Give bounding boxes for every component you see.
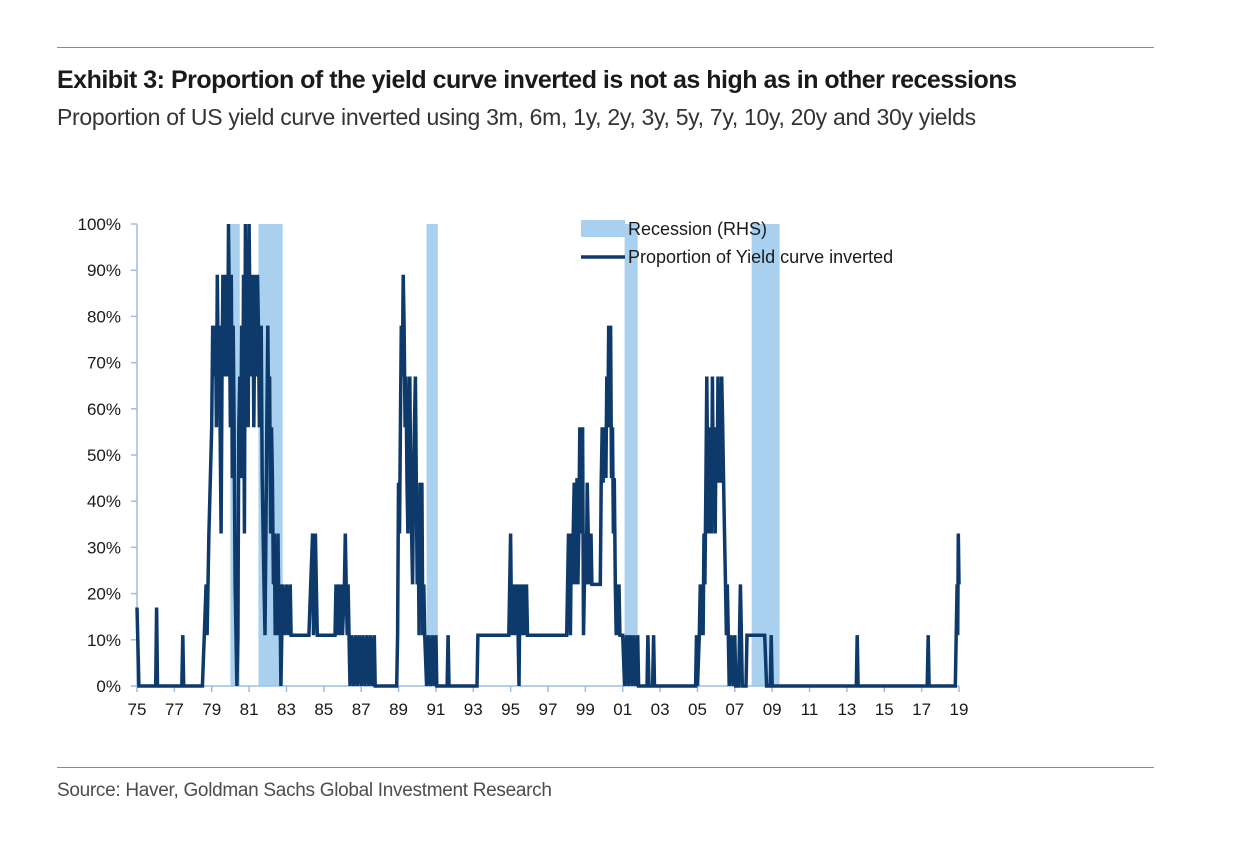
x-tick-label: 13 — [837, 700, 856, 719]
legend-series-label: Proportion of Yield curve inverted — [628, 247, 893, 267]
y-tick-label: 50% — [87, 446, 121, 465]
y-tick-label: 30% — [87, 538, 121, 557]
x-tick-label: 09 — [763, 700, 782, 719]
x-tick-label: 83 — [277, 700, 296, 719]
series-layer — [135, 223, 961, 688]
x-tick-label: 75 — [128, 700, 147, 719]
y-tick-label: 100% — [78, 215, 121, 234]
x-tick-label: 87 — [352, 700, 371, 719]
x-tick-label: 11 — [801, 700, 819, 719]
x-tick-label: 05 — [688, 700, 707, 719]
x-tick-label: 91 — [426, 700, 445, 719]
x-tick-label: 07 — [725, 700, 744, 719]
legend-recession-swatch — [581, 220, 625, 237]
source-note: Source: Haver, Goldman Sachs Global Inve… — [57, 780, 552, 801]
recession-band-5 — [751, 224, 780, 686]
y-tick-label: 80% — [87, 307, 121, 326]
x-tick-label: 03 — [651, 700, 670, 719]
chart-title: Exhibit 3: Proportion of the yield curve… — [57, 66, 1017, 94]
x-tick-label: 85 — [314, 700, 333, 719]
chart-legend: Recession (RHS) Proportion of Yield curve… — [581, 219, 893, 267]
x-tick-label: 89 — [389, 700, 408, 719]
x-tick-label: 93 — [464, 700, 483, 719]
series-line-1 — [135, 223, 961, 688]
y-tick-label: 20% — [87, 585, 121, 604]
y-tick-label: 10% — [87, 631, 121, 650]
x-tick-label: 79 — [202, 700, 221, 719]
y-tick-label: 60% — [87, 400, 121, 419]
top-rule — [57, 47, 1154, 48]
chart-subtitle: Proportion of US yield curve inverted us… — [57, 104, 976, 130]
y-tick-label: 0% — [96, 677, 121, 696]
x-tick-label: 17 — [912, 700, 931, 719]
x-tick-label: 95 — [501, 700, 520, 719]
x-tick-label: 99 — [576, 700, 595, 719]
x-tick-label: 01 — [613, 700, 632, 719]
bottom-rule — [57, 767, 1154, 768]
x-tick-label: 77 — [165, 700, 184, 719]
x-tick-label: 81 — [240, 700, 259, 719]
recession-band-3 — [426, 224, 438, 686]
legend-recession-label: Recession (RHS) — [628, 219, 767, 239]
x-tick-label: 97 — [539, 700, 558, 719]
recession-band-4 — [624, 224, 638, 686]
y-tick-label: 90% — [87, 261, 121, 280]
x-tick-label: 15 — [875, 700, 894, 719]
y-tick-label: 40% — [87, 492, 121, 511]
x-tick-label: 19 — [950, 700, 969, 719]
y-tick-label: 70% — [87, 354, 121, 373]
